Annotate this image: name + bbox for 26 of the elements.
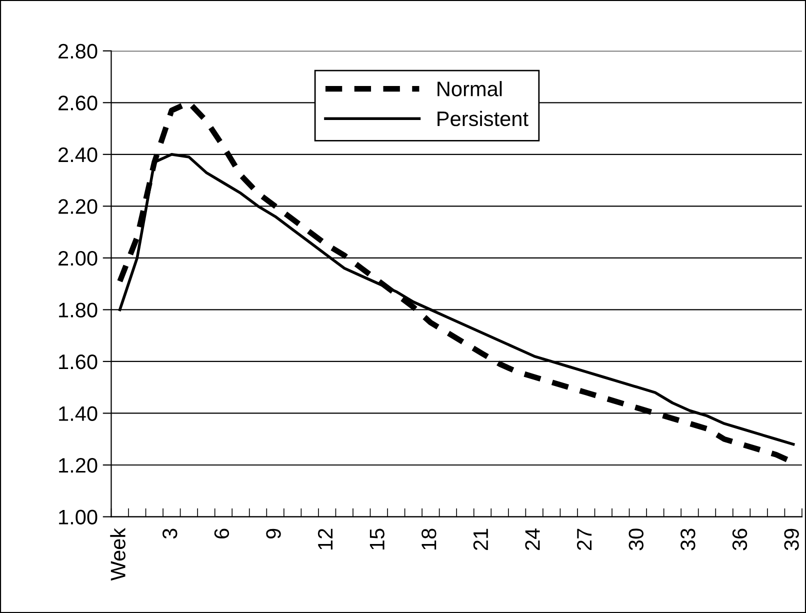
y-tick-label: 1.00 bbox=[59, 510, 98, 525]
x-tick-label: 9 bbox=[266, 528, 281, 538]
y-tick-label: 1.60 bbox=[59, 354, 98, 370]
x-tick-label: 3 bbox=[162, 528, 178, 539]
x-tick-label: 30 bbox=[628, 528, 644, 550]
x-tick-label: 15 bbox=[370, 528, 384, 550]
x-tick-label: 12 bbox=[318, 528, 332, 550]
legend-label: Persistent bbox=[438, 110, 528, 126]
x-tick-label: 24 bbox=[525, 528, 540, 550]
y-tick-label: 2.40 bbox=[58, 147, 98, 162]
x-tick-label: 39 bbox=[784, 528, 799, 550]
y-tick-label: 1.80 bbox=[59, 302, 98, 318]
y-tick-label: 2.00 bbox=[58, 250, 98, 266]
x-tick-label: 6 bbox=[214, 528, 230, 538]
y-tick-label: 1.20 bbox=[59, 458, 98, 473]
y-tick-label: 1.40 bbox=[59, 406, 98, 421]
x-tick-label: 36 bbox=[732, 528, 748, 550]
x-tick-label: 33 bbox=[680, 528, 696, 550]
y-tick-label: 2.20 bbox=[58, 199, 98, 214]
y-tick-label: 2.80 bbox=[58, 44, 98, 59]
x-tick-label: 18 bbox=[422, 528, 436, 550]
x-tick-label: Week bbox=[110, 528, 126, 581]
legend-label: Normal bbox=[438, 81, 502, 96]
y-tick-label: 2.60 bbox=[58, 96, 98, 110]
x-tick-label: 21 bbox=[473, 528, 488, 550]
x-tick-label: 27 bbox=[576, 528, 592, 550]
